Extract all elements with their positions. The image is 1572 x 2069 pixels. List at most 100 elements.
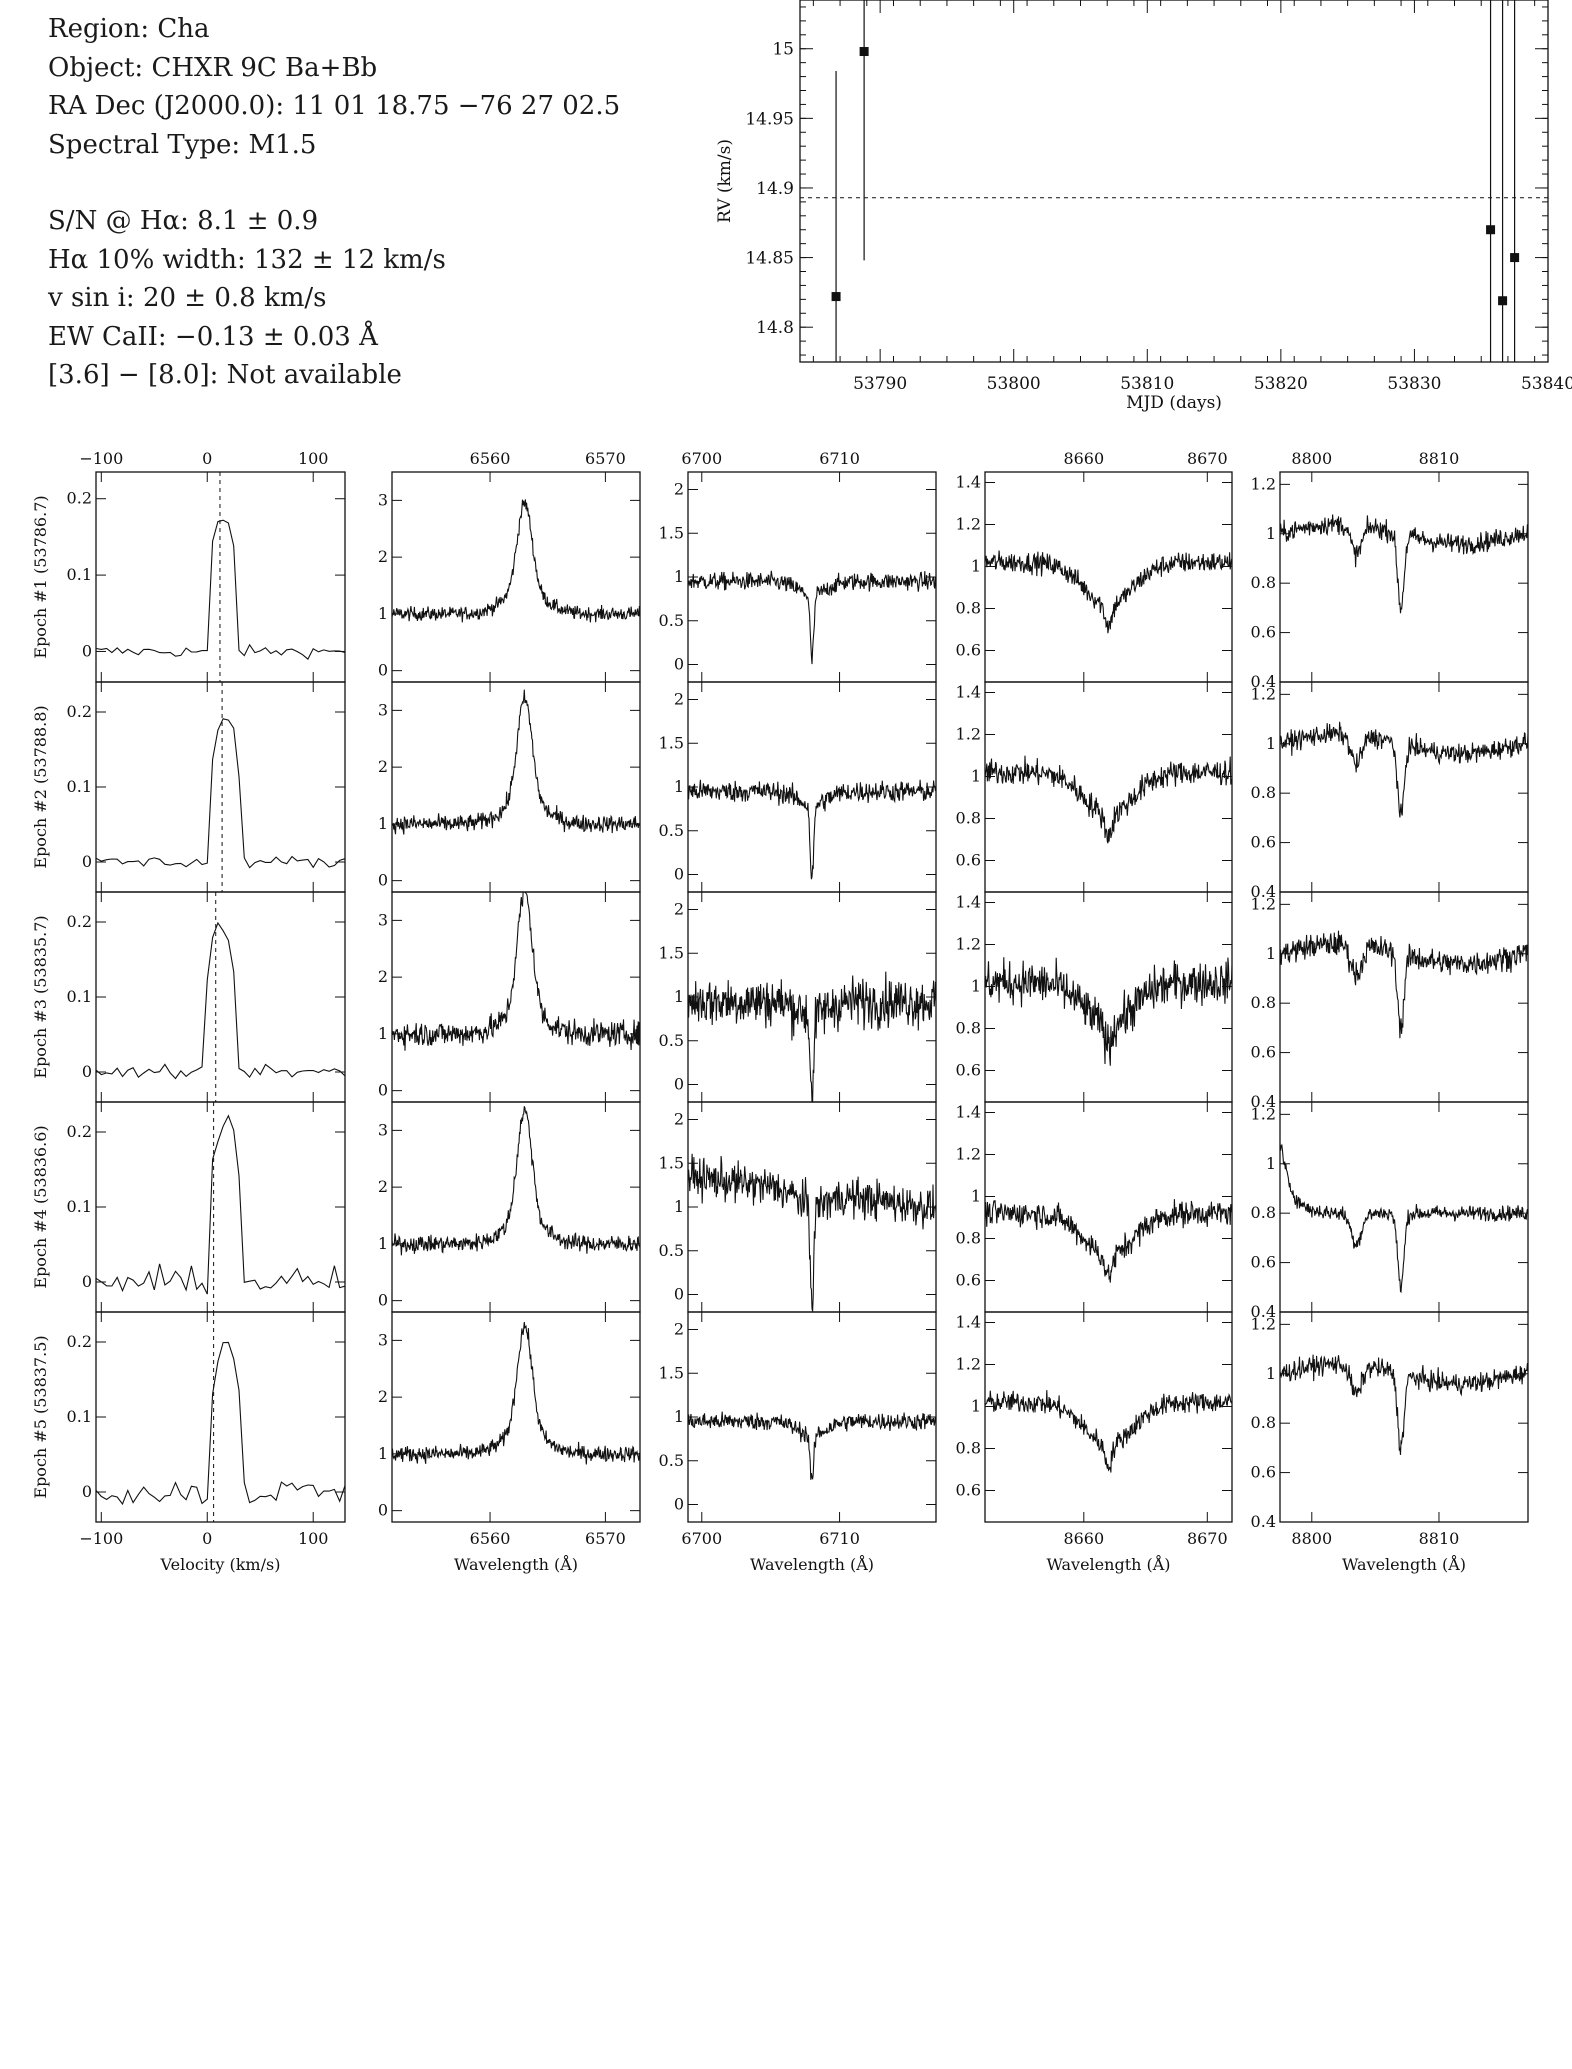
panel-frame [391,681,641,893]
panel-y-tick-label: 0 [378,1081,388,1100]
panel-y-tick-label: 3 [378,1120,388,1139]
panel-top-tick-label: 6700 [681,449,722,468]
panel-y-tick-label: 0.8 [1251,993,1276,1012]
epoch-label-2: Epoch #2 (53788.8) [31,705,50,868]
panel-y-tick-label: 0.4 [1251,1092,1276,1111]
panel-y-tick-label: 0 [674,655,684,674]
rv-y-tick-label: 15 [772,40,794,60]
panel-y-tick-label: 0.8 [956,599,981,618]
panel-y-tick-label: 3 [378,490,388,509]
panel-y-tick-label: 0.8 [1251,1203,1276,1222]
spectrum-col2-epoch-4 [391,1106,641,1256]
panel-y-tick-label: 3 [378,910,388,929]
panel-y-tick-label: 0.8 [956,1229,981,1248]
panel-x-axis-label: Wavelength (Å) [454,1554,578,1574]
panel-frame [391,471,641,683]
panel-y-tick-label: 2 [674,690,684,709]
panel-y-tick-label: 0.8 [1251,573,1276,592]
panel-frame [95,471,346,683]
rv-point-2 [859,47,869,57]
panel-frame [1279,1311,1529,1523]
panel-y-tick-label: 0 [378,1291,388,1310]
panel-y-tick-label: 0.8 [956,809,981,828]
panel-y-tick-label: 2 [674,1320,684,1339]
panel-y-tick-label: 2 [674,480,684,499]
panel-bottom-tick-label: 8660 [1063,1529,1104,1548]
panel-y-tick-label: 0 [82,1482,92,1501]
panel-bottom-tick-label: 0 [202,1529,212,1548]
panel-y-tick-label: 0.8 [1251,783,1276,802]
panel-y-tick-label: 1.2 [1251,684,1276,703]
panel-y-tick-label: 0.4 [1251,882,1276,901]
rv-x-tick-label: 53810 [1120,374,1174,394]
velocity-profile-epoch-1 [95,519,346,660]
panel-y-tick-label: 1.2 [1251,474,1276,493]
panel-y-tick-label: 0.8 [956,1019,981,1038]
panel-top-tick-label: 8800 [1291,449,1332,468]
rv-point-3 [1486,225,1496,235]
rv-point-5 [1510,253,1520,263]
panel-frame [95,1311,346,1523]
spectrum-col2-epoch-1 [391,499,641,623]
panel-y-tick-label: 1.5 [659,1363,684,1382]
rv-x-tick-label: 53830 [1387,374,1441,394]
panel-y-tick-label: 1.2 [956,1355,981,1374]
panel-y-tick-label: 1 [971,977,981,996]
info-object: Object: CHXR 9C Ba+Bb [48,52,378,83]
panel-y-tick-label: 1.2 [1251,1104,1276,1123]
panel-y-tick-label: 0.6 [1251,623,1276,642]
panel-y-tick-label: 0 [674,865,684,884]
panel-y-tick-label: 0.6 [956,851,981,870]
panel-y-tick-label: 0.8 [1251,1413,1276,1432]
panel-y-tick-label: 0.4 [1251,672,1276,691]
panel-y-tick-label: 2 [378,967,388,986]
panel-y-tick-label: 0.1 [67,777,92,796]
spectrum-col2-epoch-2 [391,689,641,835]
panel-y-tick-label: 0.5 [659,1241,684,1260]
epoch-label-5: Epoch #5 (53837.5) [31,1335,50,1498]
panel-y-tick-label: 0.6 [956,1271,981,1290]
info-ew-caii: EW CaII: −0.13 ± 0.03 Å [48,321,378,352]
info-irac-color: [3.6] − [8.0]: Not available [48,360,402,390]
panel-bottom-tick-label: 6700 [681,1529,722,1548]
panel-y-tick-label: 1 [674,987,684,1006]
panel-y-tick-label: 0.5 [659,1451,684,1470]
rv-y-tick-label: 14.8 [756,318,794,338]
rv-point-1 [831,292,841,302]
panel-y-tick-label: 0.6 [1251,1043,1276,1062]
epoch-label-3: Epoch #3 (53835.7) [31,915,50,1078]
panel-y-tick-label: 0 [674,1495,684,1514]
panel-frame [1279,1101,1529,1313]
panel-y-tick-label: 1.5 [659,733,684,752]
panel-y-tick-label: 1 [378,1444,388,1463]
panel-y-tick-label: 3 [378,1330,388,1349]
info-vsini: v sin i: 20 ± 0.8 km/s [48,283,327,313]
panel-y-tick-label: 0.8 [956,1439,981,1458]
panel-x-axis-label: Wavelength (Å) [1342,1554,1466,1574]
panel-bottom-tick-label: 6560 [470,1529,511,1548]
panel-frame [391,891,641,1103]
rv-y-axis-label: RV (km/s) [715,139,735,223]
rv-chart: 53790 53800 53810 53820 53830 53840 14.8 14.85 1… [715,0,1572,413]
panel-x-axis-label: Wavelength (Å) [1046,1554,1170,1574]
panel-y-tick-label: 0.6 [1251,1463,1276,1482]
spectrum-col3-epoch-4 [687,1153,937,1312]
panel-y-tick-label: 1.5 [659,1153,684,1172]
panel-frame [391,1101,641,1313]
panel-y-tick-label: 1.5 [659,943,684,962]
panel-y-tick-label: 1 [674,1197,684,1216]
panel-frame [984,1311,1233,1523]
rv-x-tick-label: 53820 [1254,374,1308,394]
panel-y-tick-label: 0.1 [67,1407,92,1426]
spectrum-col4-epoch-2 [984,755,1232,844]
spectrum-col4-epoch-3 [984,957,1233,1066]
rv-y-tick-label: 14.95 [745,109,794,129]
panel-y-tick-label: 0 [82,1062,92,1081]
panel-top-tick-label: 8660 [1063,449,1104,468]
panel-y-tick-label: 1 [674,567,684,586]
panel-y-tick-label: 1.2 [1251,894,1276,913]
rv-plot-frame [799,0,1549,363]
panel-top-tick-label: 0 [202,449,212,468]
panel-top-tick-label: −100 [79,449,123,468]
spectrum-col4-epoch-4 [984,1199,1233,1283]
